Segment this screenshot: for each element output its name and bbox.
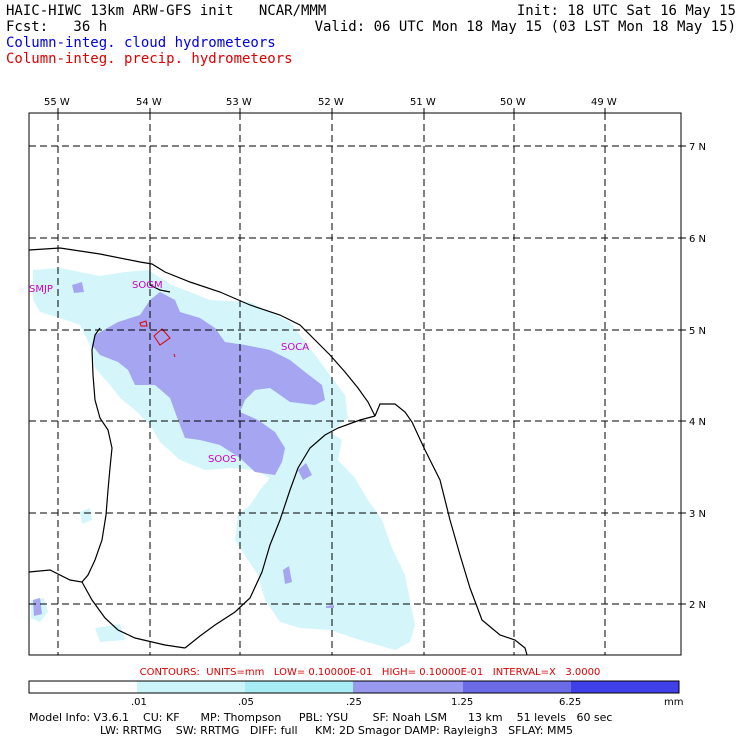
colorbar-segment <box>463 681 571 693</box>
colorbar-segment <box>29 681 137 693</box>
field-cloud-label: Column-integ. cloud hydrometeors <box>6 35 276 51</box>
header-title: HAIC-HIWC 13km ARW-GFS init NCAR/MMM <box>6 3 327 19</box>
lon-label-55w: 55 W <box>44 97 70 108</box>
ticks <box>57 108 686 605</box>
station-soos: SOOS <box>208 454 236 465</box>
valid-time: Valid: 06 UTC Mon 18 May 15 (03 LST Mon … <box>314 19 736 35</box>
lon-label-51w: 51 W <box>410 97 436 108</box>
map-frame <box>28 112 682 656</box>
cloud-medium-blob <box>33 598 42 616</box>
contours-info: CONTOURS: UNITS=mm LOW= 0.10000E-01 HIGH… <box>139 667 601 678</box>
field-precip-label: Column-integ. precip. hydrometeors <box>6 51 293 67</box>
map-area: SMJP SOGM SOCA SOOS <box>29 113 681 655</box>
lat-label-7n: 7 N <box>689 142 706 153</box>
cloud-medium-blob <box>298 463 312 480</box>
lat-label-3n: 3 N <box>689 509 706 520</box>
init-time: Init: 18 UTC Sat 16 May 15 <box>516 3 736 19</box>
lon-label-54w: 54 W <box>136 97 162 108</box>
forecast-hour: Fcst: 36 h <box>6 19 108 35</box>
cloud-medium-blob <box>72 282 84 293</box>
precip-contour <box>153 328 171 346</box>
model-info-line1: Model Info: V3.6.1 CU: KF MP: Thompson P… <box>29 711 613 724</box>
cloud-light-blob <box>100 282 124 294</box>
lat-label-5n: 5 N <box>689 326 706 337</box>
model-info-line2: LW: RRTMG SW: RRTMG DIFF: full KM: 2D Sm… <box>100 724 573 737</box>
cloud-medium-blob <box>326 605 334 608</box>
colorbar-unit: mm <box>664 697 683 708</box>
coastline <box>29 247 528 655</box>
colorbar-frame <box>28 680 680 694</box>
station-smjp: SMJP <box>29 284 53 295</box>
colorbar-tick: .01 <box>131 697 147 708</box>
colorbar-segment <box>353 681 463 693</box>
cloud-medium-blob <box>283 566 292 584</box>
colorbar-tick: 6.25 <box>559 697 581 708</box>
grid <box>29 113 681 655</box>
colorbar-tick: 1.25 <box>451 697 473 708</box>
colorbar-segment <box>571 681 679 693</box>
station-soca: SOCA <box>281 342 309 353</box>
lon-label-49w: 49 W <box>591 97 617 108</box>
lon-label-52w: 52 W <box>318 97 344 108</box>
colorbar-tick: .05 <box>238 697 254 708</box>
cloud-light-blob <box>80 508 92 524</box>
colorbar: .01 .05 .25 1.25 6.25 mm <box>28 680 683 708</box>
lon-label-53w: 53 W <box>226 97 252 108</box>
colorbar-segment <box>137 681 245 693</box>
cloud-light-blob <box>95 624 125 642</box>
precip-contour <box>139 320 148 327</box>
precip-contour <box>173 353 176 358</box>
lat-label-4n: 4 N <box>689 417 706 428</box>
colorbar-segment <box>245 681 353 693</box>
lat-label-2n: 2 N <box>689 600 706 611</box>
station-sogm: SOGM <box>132 280 163 291</box>
lat-label-6n: 6 N <box>689 234 706 245</box>
lon-label-50w: 50 W <box>500 97 526 108</box>
colorbar-tick: .25 <box>346 697 362 708</box>
